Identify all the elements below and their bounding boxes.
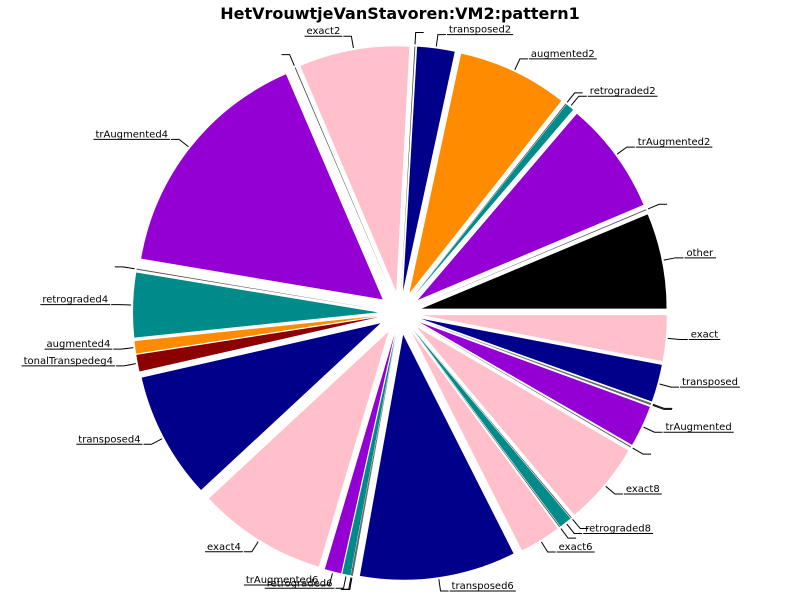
pie-slice-unlabeled-30	[420, 320, 652, 405]
slice-label-traugmented6: trAugmented6	[246, 575, 319, 586]
pie-slice-unlabeled-1	[420, 209, 647, 305]
leader-line	[438, 579, 449, 592]
slice-label-augmented4: augmented4	[47, 339, 111, 350]
pie-slice-transposed4	[141, 323, 381, 491]
slice-label-traugmented4: trAugmented4	[95, 129, 168, 140]
pie-slice-traugmented2	[417, 113, 644, 301]
slice-label-traugmented2: trAugmented2	[638, 137, 711, 148]
pie-slice-retrograded2	[413, 104, 574, 297]
pie-slice-other	[421, 214, 667, 309]
leader-line	[572, 519, 589, 530]
pie-slice-exact6	[411, 331, 558, 551]
slice-label-exact8: exact8	[626, 484, 660, 495]
pie-slice-unlabeled-9	[294, 67, 392, 293]
pie-slice-unlabeled-7	[401, 46, 416, 292]
pie-labels: other trAugmented2 retrograded2 augmented2 t…	[21, 25, 740, 592]
leader-line	[171, 138, 189, 148]
pie-slice-retrograded6	[342, 334, 396, 576]
pie-slice-unlabeled-27	[419, 324, 632, 448]
leader-line	[343, 35, 354, 49]
pie-slice-exact2	[300, 46, 410, 292]
leader-line	[566, 92, 583, 103]
slice-label-exact4: exact4	[207, 542, 241, 553]
leader-line	[652, 404, 672, 410]
slice-label-exact6: exact6	[559, 542, 593, 553]
pie-slice-unlabeled-4	[413, 103, 567, 296]
pie-slice-transposed	[421, 318, 662, 402]
pie-slice-unlabeled-11	[136, 268, 379, 310]
leader-line	[643, 426, 663, 433]
leader-line	[652, 403, 673, 409]
slice-label-retrograded6: retrograded6	[267, 578, 333, 589]
pie-slices	[133, 46, 667, 580]
pie-slice-retrograded8	[413, 330, 571, 527]
slice-label-exact2: exact2	[307, 26, 341, 37]
pie-slice-exact	[421, 315, 667, 362]
leader-line	[414, 31, 424, 45]
pie-slice-augmented2	[409, 53, 562, 294]
slice-label-retrograded2: retrograded2	[590, 86, 656, 97]
slice-label-traugmented: trAugmented	[665, 422, 731, 433]
pie-slice-traugmented	[419, 322, 650, 445]
leader-line	[335, 576, 347, 589]
leader-line	[114, 266, 135, 270]
pie-slice-exact8	[416, 327, 629, 515]
slice-label-transposed: transposed	[682, 377, 738, 388]
slice-label-retrograded8: retrograded8	[585, 523, 651, 534]
leader-line	[281, 54, 295, 66]
leader-line	[632, 447, 652, 455]
pie-slice-unlabeled-19	[350, 334, 396, 576]
leader-line	[663, 257, 684, 261]
slice-label-transposed4: transposed4	[78, 434, 140, 445]
pie-slice-tonaltranspedeg4	[136, 317, 379, 372]
leader-line	[113, 347, 134, 350]
leader-line	[667, 337, 688, 341]
leader-line	[616, 146, 635, 155]
leader-line	[341, 577, 353, 590]
pie-slice-retrograded4	[133, 272, 379, 338]
leader-line	[243, 541, 259, 553]
leader-line	[116, 363, 136, 367]
leader-line	[540, 541, 556, 553]
leader-line	[570, 95, 587, 106]
pie-slice-augmented4	[134, 315, 379, 354]
pie-slice-traugmented4	[141, 74, 383, 300]
pie-slice-transposed6	[359, 334, 514, 580]
slice-label-transposed6: transposed6	[452, 581, 514, 592]
leader-line	[321, 573, 333, 586]
slice-label-other: other	[687, 248, 715, 259]
leader-line	[659, 383, 680, 388]
slice-label-exact: exact	[691, 330, 719, 341]
pie-slice-unlabeled-29	[420, 320, 651, 406]
slice-label-augmented2: augmented2	[531, 49, 595, 60]
leader-line	[435, 34, 446, 47]
leader-line	[143, 438, 163, 445]
leader-line	[566, 523, 583, 534]
slice-label-retrograded4: retrograded4	[42, 295, 108, 306]
slice-label-tonaltranspedeg4: tonalTranspedeg4	[24, 356, 113, 367]
leader-line	[514, 58, 528, 70]
pie-slice-unlabeled-23	[413, 330, 561, 528]
pie-slice-traugmented6	[324, 334, 395, 574]
pie-slice-unlabeled-25	[414, 329, 572, 519]
pie-slice-transposed2	[402, 46, 455, 292]
chart-title: HetVrouwtjeVanStavoren:VM2:pattern1	[220, 4, 580, 23]
leader-line	[605, 485, 623, 495]
leader-line	[560, 528, 577, 539]
pie-slice-unlabeled-20	[351, 334, 397, 576]
pie-slice-exact4	[208, 331, 389, 567]
leader-line	[647, 203, 668, 210]
slice-label-transposed2: transposed2	[449, 25, 511, 36]
